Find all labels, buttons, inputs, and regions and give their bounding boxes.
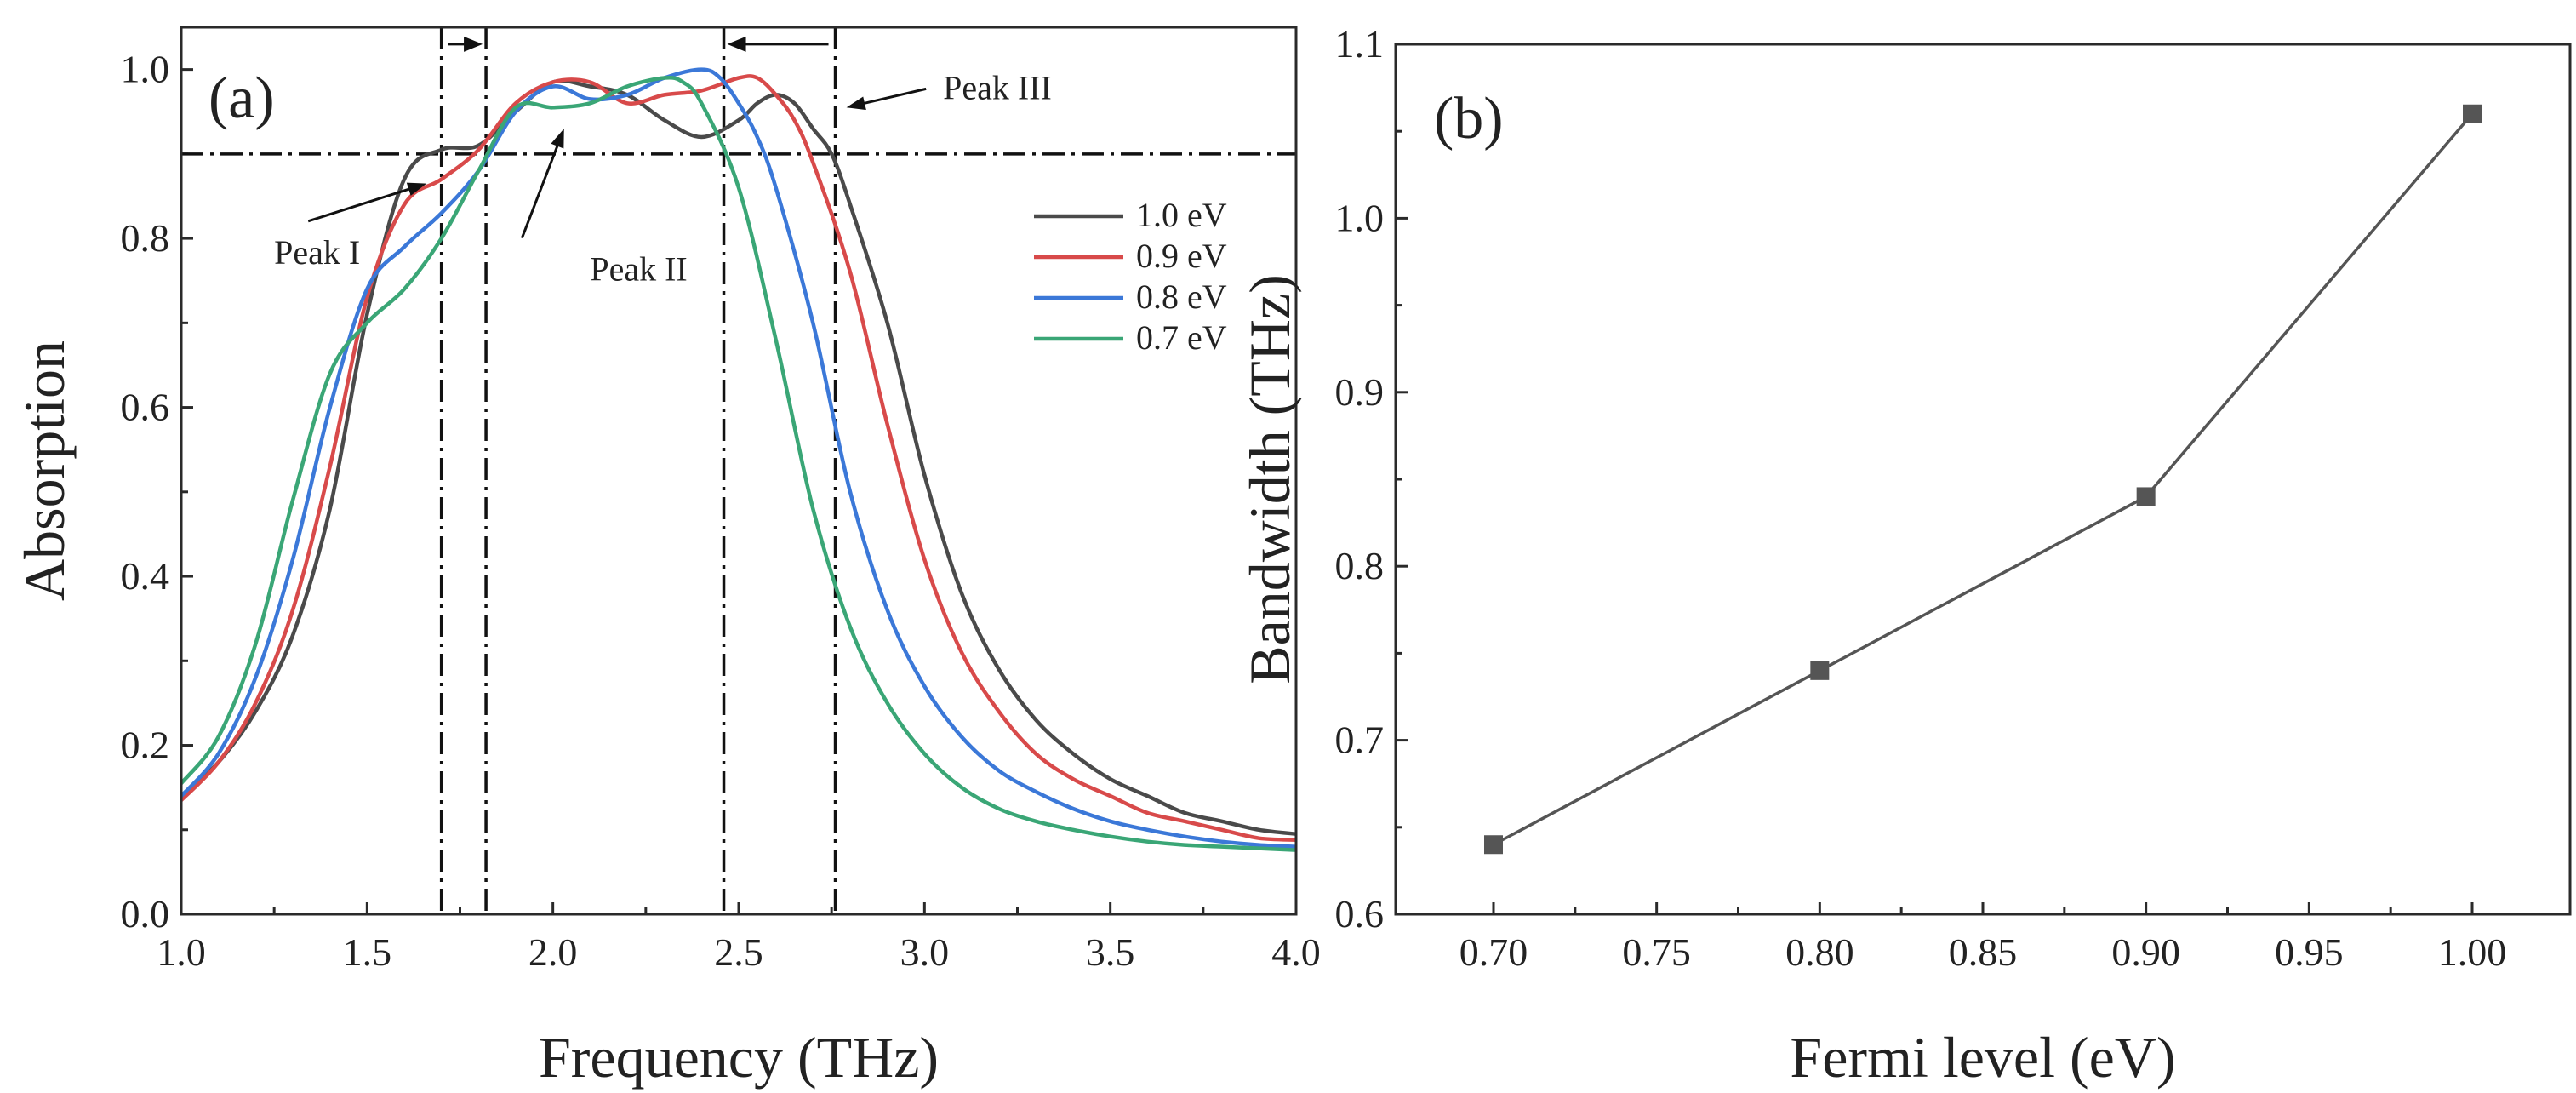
- y-tick-label: 1.0: [121, 48, 170, 91]
- annotation-label: Peak III: [943, 68, 1052, 106]
- panel-b-plot-area: [1484, 104, 2482, 855]
- panel-a-curves: [181, 67, 1296, 852]
- panel-a-annotations: Peak I Peak II Peak III: [274, 68, 1052, 288]
- y-tick-label: 1.1: [1335, 22, 1385, 66]
- annotation-arrow-head: [846, 96, 866, 111]
- panel-a-label: (a): [208, 66, 275, 131]
- x-tick-label: 0.95: [2275, 930, 2344, 974]
- series-line-0-7-ev: [181, 75, 1296, 852]
- y-tick-label: 0.8: [1335, 544, 1385, 587]
- y-tick-label: 0.7: [1335, 718, 1385, 762]
- panel-a: 1.0 1.5 2.0 2.5 3.0 3.5 4.0 0.0 0.2 0.4 0.6 0.8 1.0 …: [12, 26, 1321, 1090]
- panel-a-y-axis-title: Absorption: [12, 340, 77, 601]
- annotation-arrow-head: [551, 129, 564, 149]
- annotation-arrow-shaft: [520, 142, 560, 239]
- series-line-0-9-ev: [181, 74, 1296, 842]
- x-tick-label: 0.90: [2111, 930, 2180, 974]
- x-tick-label: 2.0: [528, 930, 578, 974]
- panel-a-legend: 1.0 eV0.9 eV0.8 eV0.7 eV: [1034, 196, 1227, 357]
- shift-arrow-head: [464, 36, 483, 52]
- y-tick-label: 1.0: [1335, 196, 1385, 239]
- panel-b-x-axis-title: Fermi level (eV): [1790, 1025, 2175, 1090]
- y-tick-label: 0.4: [121, 554, 170, 598]
- annotation-label: Peak I: [274, 233, 360, 272]
- legend-label: 1.0 eV: [1136, 196, 1227, 234]
- annotation-label: Peak II: [590, 250, 687, 289]
- x-tick-label: 0.80: [1785, 930, 1854, 974]
- legend-label: 0.9 eV: [1136, 237, 1227, 275]
- panel-a-frame: [180, 26, 1298, 916]
- x-tick-label: 0.75: [1622, 930, 1691, 974]
- data-point-marker: [2136, 487, 2156, 506]
- x-tick-label: 4.0: [1271, 930, 1321, 974]
- y-tick-label: 0.6: [121, 386, 170, 429]
- y-tick-label: 0.2: [121, 724, 170, 767]
- y-tick-label: 0.6: [1335, 892, 1385, 936]
- x-tick-label: 1.0: [157, 930, 206, 974]
- panel-b-tick-labels: 0.70 0.75 0.80 0.85 0.90 0.95 1.00 0.6 0.7 0.8 0.9…: [1335, 22, 2507, 974]
- panel-b-label: (b): [1434, 86, 1504, 152]
- data-point-marker: [1484, 835, 1503, 855]
- x-tick-label: 0.85: [1949, 930, 2018, 974]
- y-tick-label: 0.9: [1335, 370, 1385, 414]
- series-line-1-0-ev: [181, 78, 1296, 836]
- annotation-arrow-shaft: [307, 186, 413, 223]
- x-tick-label: 3.0: [900, 930, 950, 974]
- panel-b-y-axis-title: Bandwidth (THz): [1237, 274, 1302, 684]
- panel-a-tick-labels: 1.0 1.5 2.0 2.5 3.0 3.5 4.0 0.0 0.2 0.4 0.6 0.8 1.0: [121, 48, 1321, 974]
- panel-b-ticks: [1396, 43, 2474, 916]
- panel-a-reference-lines: [181, 27, 1296, 914]
- panel-b: 0.70 0.75 0.80 0.85 0.90 0.95 1.00 0.6 0.7 0.8 0.9…: [1237, 22, 2572, 1090]
- legend-label: 0.7 eV: [1136, 318, 1227, 357]
- legend-label: 0.8 eV: [1136, 278, 1227, 316]
- x-tick-label: 1.00: [2438, 930, 2507, 974]
- x-tick-label: 0.70: [1459, 930, 1528, 974]
- panel-b-frame: [1394, 43, 2572, 916]
- annotation-arrow-shaft: [860, 87, 927, 106]
- y-tick-label: 0.8: [121, 216, 170, 260]
- panel-b-series: [1484, 104, 2482, 855]
- y-tick-label: 0.0: [121, 892, 170, 936]
- panel-a-plot-area: [181, 27, 1296, 914]
- data-point-marker: [2463, 104, 2482, 123]
- bandwidth-line: [1493, 112, 2474, 846]
- x-tick-label: 2.5: [714, 930, 763, 974]
- panel-a-x-axis-title: Frequency (THz): [539, 1025, 939, 1090]
- data-point-marker: [1810, 661, 1830, 680]
- annotation-arrow-head: [406, 182, 427, 196]
- x-tick-label: 1.5: [343, 930, 392, 974]
- shift-arrow-head: [727, 36, 746, 52]
- series-line-0-8-ev: [181, 67, 1296, 849]
- panel-a-shift-arrows: [448, 36, 829, 52]
- x-tick-label: 3.5: [1086, 930, 1135, 974]
